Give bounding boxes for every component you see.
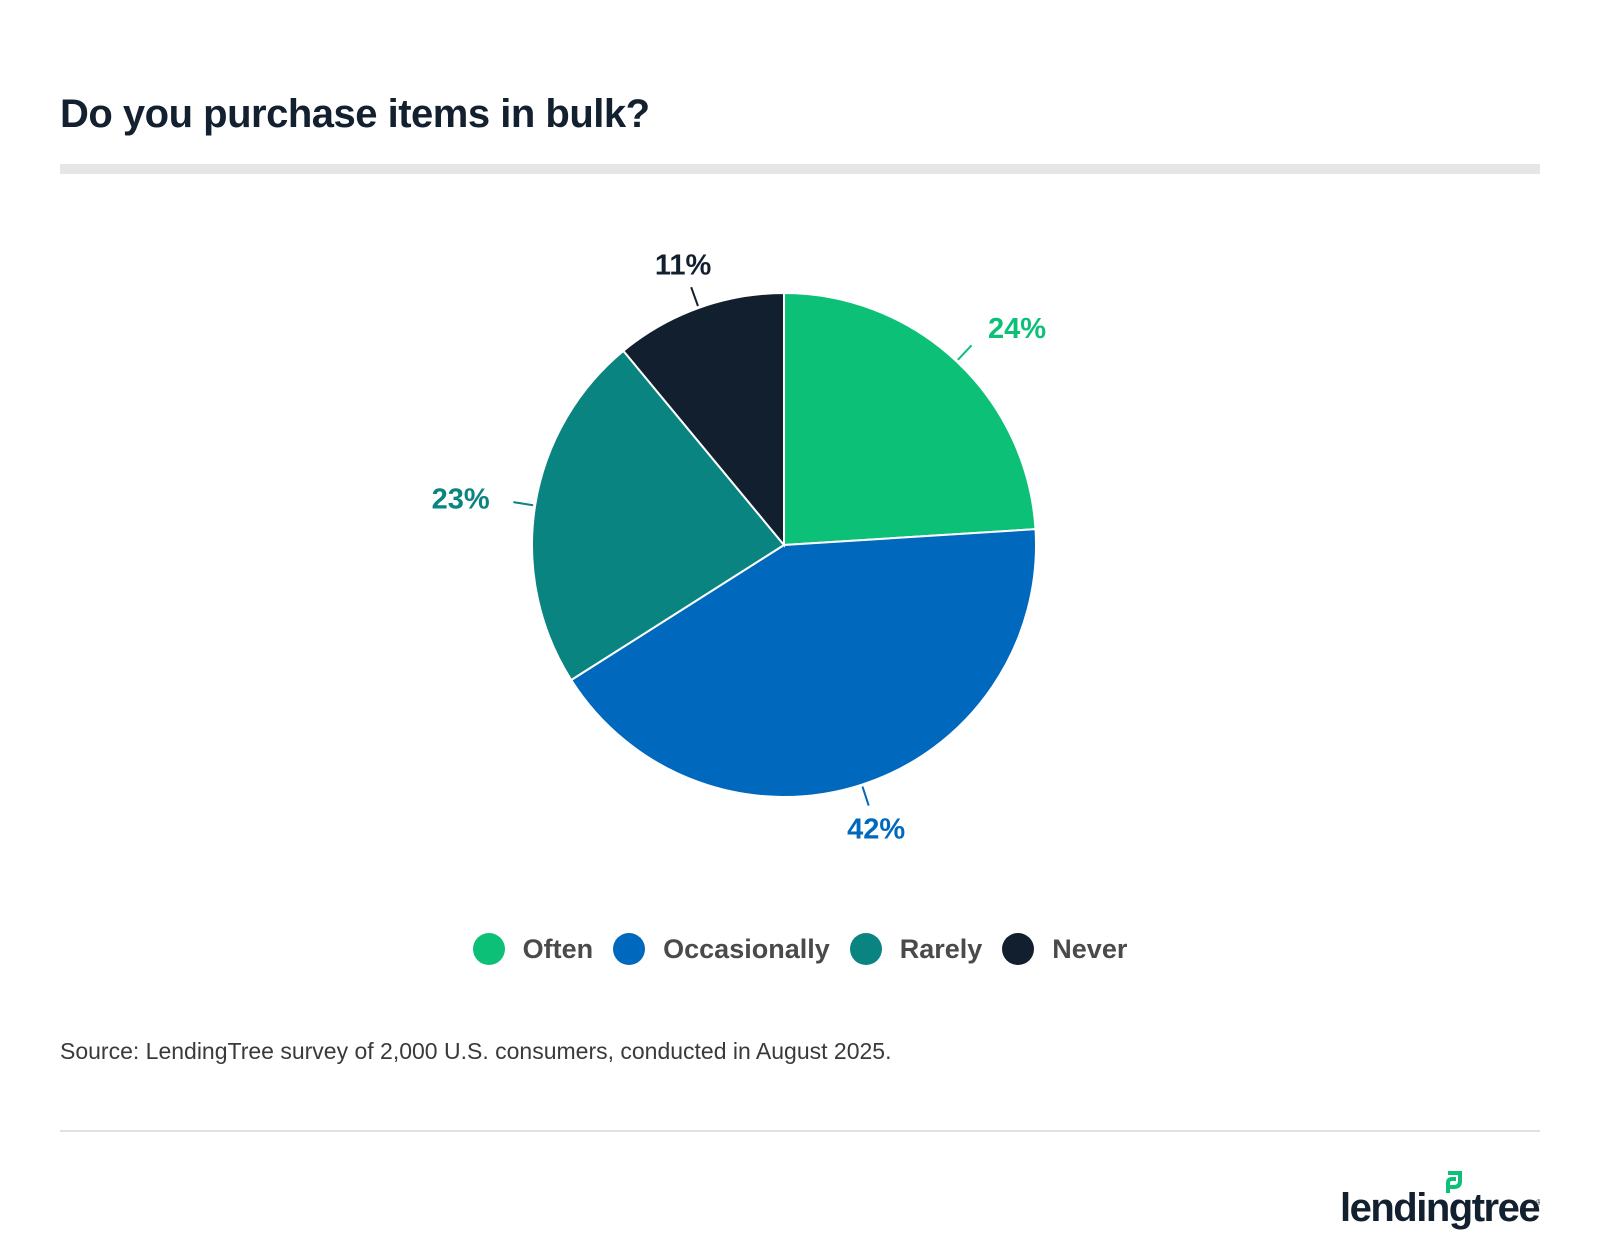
legend: Often Occasionally Rarely Never xyxy=(0,924,1600,974)
pie-slices xyxy=(531,291,1037,798)
data-label-rarely: 23% xyxy=(432,483,490,515)
legend-item-occasionally: Occasionally xyxy=(613,933,830,965)
legend-swatch-rarely xyxy=(849,933,882,965)
lendingtree-logo: lendingtree ® xyxy=(1340,1171,1540,1230)
legend-label-rarely: Rarely xyxy=(899,933,983,964)
legend-item-never: Never xyxy=(1002,933,1127,965)
legend-item-often: Often xyxy=(472,933,594,965)
source-note: Source: LendingTree survey of 2,000 U.S.… xyxy=(60,1038,892,1064)
leader-line-occasionally xyxy=(861,786,870,806)
leader-line-rarely xyxy=(513,501,534,507)
svg-text:®: ® xyxy=(1536,1198,1540,1207)
pie-slice-occasionally xyxy=(569,528,1037,798)
data-label-often: 24% xyxy=(988,313,1046,345)
leaf-icon xyxy=(1446,1171,1462,1193)
leader-lines xyxy=(513,286,973,806)
title-divider xyxy=(60,164,1540,174)
data-labels: 24% 42% 23% 11% xyxy=(432,250,1047,846)
chart-title: Do you purchase items in bulk? xyxy=(60,92,650,136)
data-label-occasionally: 42% xyxy=(847,813,905,845)
leader-line-never xyxy=(690,286,699,307)
data-label-never: 11% xyxy=(655,250,712,282)
legend-swatch-never xyxy=(1002,933,1035,965)
legend-item-rarely: Rarely xyxy=(849,933,983,965)
legend-label-occasionally: Occasionally xyxy=(663,933,830,964)
pie-slice-often xyxy=(783,291,1037,547)
legend-label-often: Often xyxy=(522,933,594,964)
pie-slice-never xyxy=(621,291,785,548)
footer-divider xyxy=(60,1130,1540,1132)
pie-slice-rarely xyxy=(531,349,786,682)
leader-line-often xyxy=(957,344,973,361)
legend-label-never: Never xyxy=(1052,933,1128,964)
pie-chart: 24% 42% 23% 11% xyxy=(432,250,1047,846)
legend-swatch-often xyxy=(472,933,505,965)
logo-wordmark: lendingtree xyxy=(1340,1186,1539,1230)
legend-swatch-occasionally xyxy=(613,933,646,965)
